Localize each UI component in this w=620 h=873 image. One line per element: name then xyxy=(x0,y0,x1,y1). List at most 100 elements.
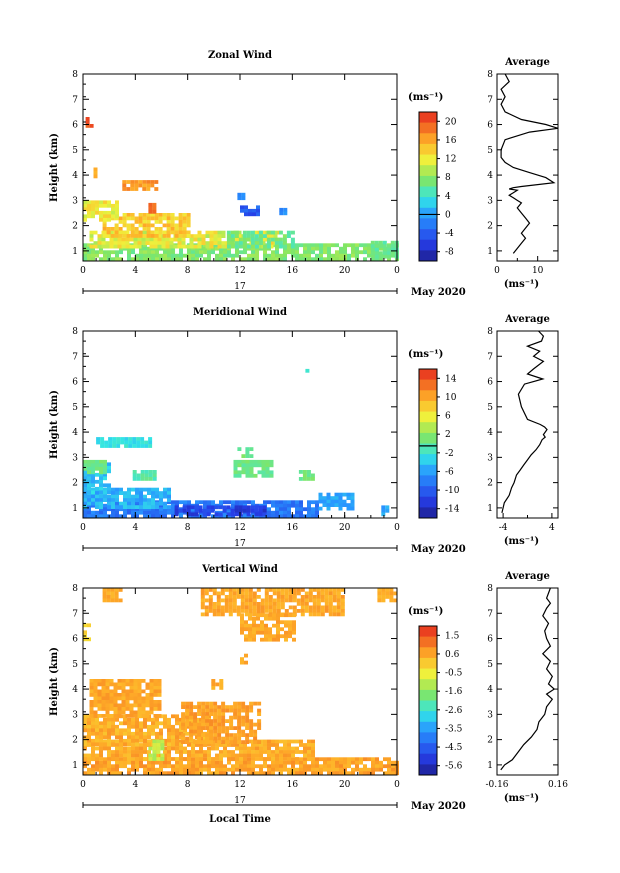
heatmap-cell xyxy=(87,476,91,481)
heatmap-cell xyxy=(379,246,383,251)
heatmap-cell xyxy=(275,503,279,508)
heatmap-cell xyxy=(351,760,355,765)
heatmap-cell xyxy=(273,230,278,235)
heatmap-cell xyxy=(128,437,133,441)
heatmap-cell xyxy=(105,234,110,238)
heatmap-cell xyxy=(223,764,227,769)
heatmap-cell xyxy=(316,605,321,610)
colorbar-tick-label: 4 xyxy=(445,192,451,202)
heatmap-cell xyxy=(303,760,307,765)
heatmap-cell xyxy=(156,746,161,751)
heatmap-cell xyxy=(145,682,150,687)
heatmap-cell xyxy=(95,760,99,765)
heatmap-cell xyxy=(167,717,171,722)
heatmap-cell xyxy=(99,753,103,758)
heatmap-cell xyxy=(111,742,115,747)
heatmap-cell xyxy=(343,243,347,248)
heatmap-cell xyxy=(302,473,307,478)
heatmap-cell xyxy=(248,591,253,596)
heatmap-cell xyxy=(233,705,238,709)
heatmap-cell xyxy=(292,613,296,618)
heatmap-cell xyxy=(187,757,191,761)
heatmap-cell xyxy=(228,595,233,599)
heatmap-cell xyxy=(127,728,131,733)
heatmap-cell xyxy=(205,705,210,709)
heatmap-cell xyxy=(146,216,151,221)
heatmap-cell xyxy=(267,507,271,512)
heatmap-cell xyxy=(87,742,91,747)
heatmap-cell xyxy=(95,200,99,205)
heatmap-cell xyxy=(234,230,239,235)
heatmap-cell xyxy=(390,240,395,245)
heatmap-cell xyxy=(211,746,215,751)
heatmap-cell xyxy=(186,234,191,238)
heatmap-cell xyxy=(269,234,274,238)
heatmap-cell xyxy=(207,742,211,747)
heatmap-cell xyxy=(181,241,186,245)
heatmap-cell xyxy=(209,719,214,723)
x-tick-label: 16 xyxy=(287,266,299,276)
heatmap-cell xyxy=(271,250,275,255)
heatmap-cell xyxy=(123,750,127,754)
heatmap-cell xyxy=(142,187,147,191)
heatmap-cell xyxy=(132,470,137,474)
heatmap-cell xyxy=(83,724,87,729)
heatmap-cell xyxy=(228,591,233,596)
heatmap-cell xyxy=(121,679,126,683)
heatmap-cell xyxy=(145,700,150,704)
heatmap-cell xyxy=(157,689,162,694)
heatmap-cell xyxy=(121,689,126,694)
heatmap-cell xyxy=(97,244,102,249)
heatmap-cell xyxy=(332,605,337,610)
heatmap-cell xyxy=(232,591,237,596)
heatmap-cell xyxy=(135,760,139,765)
heatmap-cell xyxy=(107,214,111,219)
heatmap-cell xyxy=(243,764,247,769)
heatmap-cell xyxy=(126,187,131,191)
heatmap-cell xyxy=(210,505,215,510)
colorbar-tick-label: -3.5 xyxy=(445,724,463,734)
heatmap-cell xyxy=(228,598,233,603)
heatmap-cell xyxy=(203,503,207,508)
heatmap-cell xyxy=(148,753,153,758)
heatmap-cell xyxy=(95,717,99,722)
heatmap-cell xyxy=(287,753,291,758)
heatmap-cell xyxy=(228,588,233,592)
heatmap-cell xyxy=(257,470,262,475)
heatmap-cell xyxy=(342,492,347,497)
heatmap-cell xyxy=(111,505,115,509)
heatmap-cell xyxy=(328,598,333,603)
heatmap-cell xyxy=(178,216,183,221)
heatmap-cell xyxy=(233,459,238,464)
profile-x-tick-label: 4 xyxy=(549,523,555,533)
heatmap-cell xyxy=(101,241,106,245)
heatmap-cell xyxy=(87,207,91,212)
heatmap-cell xyxy=(167,746,171,751)
heatmap-cell xyxy=(83,200,87,205)
heatmap-cell xyxy=(315,257,319,262)
heatmap-cell xyxy=(157,234,162,238)
heatmap-cell xyxy=(283,257,287,262)
heatmap-cell xyxy=(143,501,147,506)
heatmap-cell xyxy=(87,510,91,515)
colorbar-segment xyxy=(419,657,437,669)
heatmap-cell xyxy=(83,514,87,519)
heatmap-cell xyxy=(328,612,333,617)
heatmap-cell xyxy=(201,241,206,245)
heatmap-cell xyxy=(87,459,91,464)
heatmap-cell xyxy=(199,246,203,251)
heatmap-cell xyxy=(223,253,227,258)
heatmap-cell xyxy=(139,728,143,733)
heatmap-cell xyxy=(129,693,134,697)
heatmap-cell xyxy=(245,454,250,458)
heatmap-cell xyxy=(191,764,195,769)
heatmap-cell xyxy=(145,703,150,708)
heatmap-cell xyxy=(191,246,195,251)
heatmap-cell xyxy=(284,623,288,628)
heatmap-cell xyxy=(264,616,268,621)
heatmap-cell xyxy=(95,466,99,471)
heatmap-cell xyxy=(151,487,155,492)
heatmap-cell xyxy=(123,731,127,736)
profile-y-tick-label: 6 xyxy=(487,121,493,131)
heatmap-cell xyxy=(299,760,303,765)
